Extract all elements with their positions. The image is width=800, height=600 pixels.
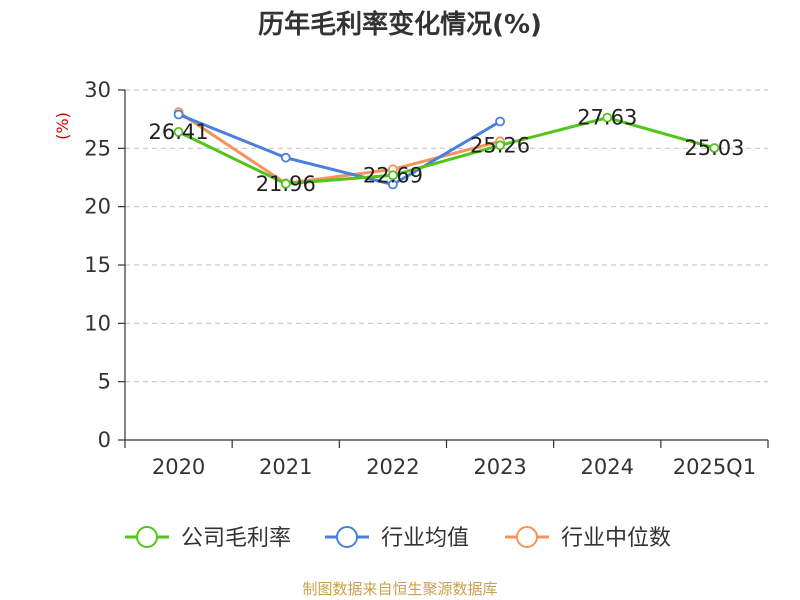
data-label-2024: 27.63 (577, 106, 637, 130)
data-point-0-2024 (602, 112, 613, 123)
legend-item-1[interactable]: 行业均值 (325, 526, 469, 551)
series-lines (173, 107, 720, 190)
data-label-2023: 25.26 (470, 133, 530, 157)
legend-label-0: 公司毛利率 (181, 526, 291, 551)
data-point-1-2023 (495, 116, 505, 127)
legend-label-2: 行业中位数 (561, 526, 671, 551)
legend[interactable]: 公司毛利率 行业均值 行业中位数 (125, 526, 671, 551)
legend-item-0[interactable]: 公司毛利率 (125, 526, 291, 551)
legend-marker-0 (136, 526, 158, 548)
data-point-1-2022 (388, 179, 398, 190)
data-point-0-2021 (280, 178, 291, 189)
y-tick-label-10: 10 (84, 311, 111, 335)
x-tick-label-2020: 2020 (152, 455, 205, 479)
data-source-note: 制图数据来自恒生聚源数据库 (302, 580, 498, 598)
legend-marker-2 (516, 526, 538, 548)
y-axis-unit-label: (%) (53, 112, 72, 140)
data-point-0-2023 (495, 140, 505, 151)
y-tick-label-5: 5 (98, 370, 111, 394)
legend-label-1: 行业均值 (381, 526, 469, 551)
data-point-1-2020 (173, 109, 184, 120)
y-tick-label-20: 20 (84, 195, 111, 219)
series-line-0 (177, 116, 715, 186)
data-label-2021: 21.96 (256, 172, 316, 196)
series-line-1 (178, 113, 501, 186)
y-tick-label-30: 30 (84, 78, 111, 102)
legend-item-2[interactable]: 行业中位数 (505, 526, 671, 551)
axes: 0 5 10 15 20 25 30 2020 2021 2022 2023 2024 2025Q1 (84, 78, 769, 479)
data-labels: 26.41 21.96 22.69 25.26 27.63 25.03 (149, 106, 745, 196)
data-label-2020: 26.41 (149, 120, 209, 144)
x-tick-label-2021: 2021 (259, 455, 312, 479)
grid-lines (125, 89, 768, 383)
y-tick-label-0: 0 (98, 428, 111, 452)
legend-marker-1 (336, 526, 358, 548)
data-point-0-2022 (388, 170, 398, 181)
x-tick-label-2022: 2022 (366, 455, 419, 479)
y-tick-label-15: 15 (84, 253, 111, 277)
x-tick-label-2023: 2023 (473, 455, 526, 479)
data-label-2025Q1: 25.03 (684, 136, 744, 160)
data-point-0-2025Q1 (709, 143, 720, 153)
x-tick-label-2024: 2024 (581, 455, 634, 479)
data-point-0-2020 (173, 126, 184, 137)
data-point-1-2021 (280, 152, 291, 163)
series-line-2 (177, 110, 501, 185)
y-tick-label-25: 25 (84, 136, 111, 160)
chart-title: 历年毛利率变化情况(%) (258, 10, 542, 40)
data-label-2022: 22.69 (363, 163, 423, 187)
x-tick-label-2025Q1: 2025Q1 (673, 455, 756, 479)
